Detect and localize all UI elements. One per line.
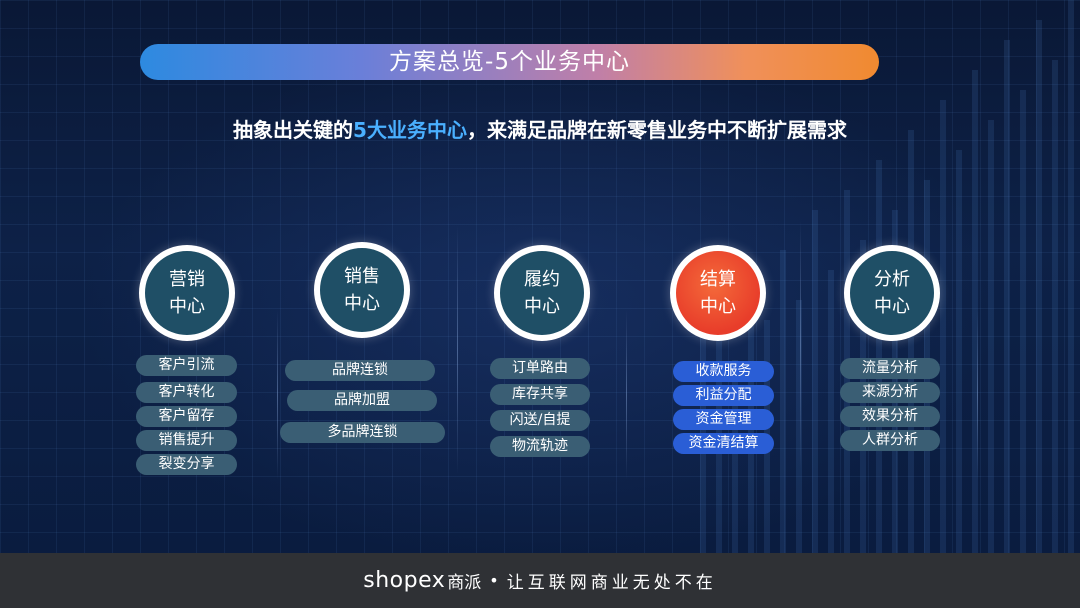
analytics-item: 人群分析 [840, 430, 940, 451]
center-label: 结算 [700, 269, 736, 290]
column-divider [457, 225, 458, 475]
subtitle-highlight: 5大业务中心 [353, 118, 467, 142]
marketing-item: 裂变分享 [136, 454, 237, 475]
marketing-center-circle: 营销 中心 [139, 245, 235, 341]
column-divider [277, 310, 278, 480]
center-label: 履约 [524, 269, 560, 290]
marketing-item: 销售提升 [136, 430, 237, 451]
analytics-center-circle: 分析 中心 [844, 245, 940, 341]
analytics-item: 来源分析 [840, 382, 940, 403]
center-label: 销售 [344, 266, 380, 287]
slide-subtitle: 抽象出关键的5大业务中心，来满足品牌在新零售业务中不断扩展需求 [0, 114, 1080, 143]
fulfillment-item: 闪送/自提 [490, 410, 590, 431]
sales-item: 品牌连锁 [285, 360, 435, 381]
center-label: 分析 [874, 269, 910, 290]
sales-center-circle: 销售 中心 [314, 242, 410, 338]
marketing-item: 客户引流 [136, 355, 237, 376]
column-divider [626, 310, 627, 480]
center-label: 中心 [874, 296, 910, 317]
slide-title: 方案总览-5个业务中心 [140, 44, 879, 80]
sales-item: 多品牌连锁 [280, 422, 445, 443]
column-divider [977, 310, 978, 480]
fulfillment-center-circle: 履约 中心 [494, 245, 590, 341]
background-bar-decoration [700, 0, 1074, 553]
fulfillment-item: 订单路由 [490, 358, 590, 379]
settlement-center-circle: 结算 中心 [670, 245, 766, 341]
marketing-item: 客户留存 [136, 406, 237, 427]
fulfillment-item: 库存共享 [490, 384, 590, 405]
footer-separator: • [489, 571, 499, 590]
center-label: 营销 [169, 269, 205, 290]
sales-item: 品牌加盟 [287, 390, 437, 411]
footer-slogan: 让互联网商业无处不在 [506, 573, 717, 593]
center-label: 中心 [700, 296, 736, 317]
settlement-item: 资金清结算 [673, 433, 774, 454]
brand-name-cn: 商派 [447, 573, 482, 593]
footer-bar: shopex 商派 • 让互联网商业无处不在 [0, 553, 1080, 608]
settlement-item: 收款服务 [673, 361, 774, 382]
fulfillment-item: 物流轨迹 [490, 436, 590, 457]
subtitle-suffix: ，来满足品牌在新零售业务中不断扩展需求 [466, 118, 847, 142]
subtitle-prefix: 抽象出关键的 [233, 118, 354, 142]
column-divider [800, 220, 801, 470]
center-label: 中心 [344, 293, 380, 314]
settlement-item: 资金管理 [673, 409, 774, 430]
center-label: 中心 [169, 296, 205, 317]
marketing-item: 客户转化 [136, 382, 237, 403]
analytics-item: 流量分析 [840, 358, 940, 379]
shopex-logo: shopex [363, 568, 446, 593]
center-label: 中心 [524, 296, 560, 317]
analytics-item: 效果分析 [840, 406, 940, 427]
settlement-item: 利益分配 [673, 385, 774, 406]
